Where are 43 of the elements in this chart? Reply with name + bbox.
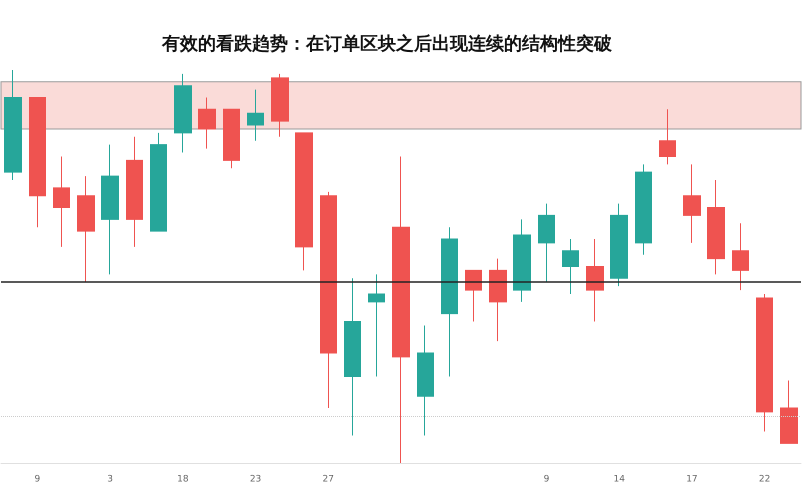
candlestick — [126, 136, 143, 248]
candlestick — [53, 156, 70, 248]
x-tick-label: 17 — [686, 474, 698, 484]
candlestick — [780, 380, 798, 444]
candlestick — [489, 258, 507, 342]
candlestick — [77, 176, 95, 283]
chart-title: 有效的看跌趋势：在订单区块之后出现连续的结构性突破 — [161, 34, 613, 54]
candlestick — [101, 144, 119, 275]
candlestick — [683, 164, 701, 244]
x-tick-label: 9 — [34, 474, 40, 484]
candlestick — [392, 156, 410, 464]
candlestick — [174, 73, 192, 154]
candlestick — [198, 97, 216, 150]
candlestick — [707, 180, 725, 275]
x-tick-label: 22 — [758, 474, 770, 484]
candlestick — [247, 89, 264, 142]
candlestick — [368, 274, 385, 378]
candlestick — [465, 270, 482, 322]
candlestick — [271, 73, 289, 138]
candlestick — [513, 218, 531, 302]
candlestick — [610, 203, 628, 287]
x-tick-label: 18 — [177, 474, 189, 484]
candlestick — [586, 238, 604, 322]
candlestick — [756, 294, 773, 432]
x-tick-label: 27 — [322, 474, 334, 484]
x-tick-label: 9 — [544, 474, 550, 484]
candlestick — [223, 108, 240, 169]
x-tick-label: 3 — [107, 474, 113, 484]
candlestick — [659, 108, 676, 165]
candlestick — [441, 226, 458, 378]
candlestick — [732, 222, 749, 291]
candlestick — [4, 70, 22, 181]
x-tick-label: 23 — [250, 474, 262, 484]
candlestick — [417, 324, 434, 436]
candlestick — [150, 132, 167, 232]
candlestick — [538, 203, 555, 283]
candlestick — [320, 191, 337, 408]
candlestick — [562, 238, 579, 295]
candlestick — [635, 164, 652, 256]
x-tick-label: 14 — [613, 474, 626, 484]
candlestick — [29, 97, 46, 228]
candlestick — [295, 132, 313, 271]
candlestick — [344, 278, 361, 436]
